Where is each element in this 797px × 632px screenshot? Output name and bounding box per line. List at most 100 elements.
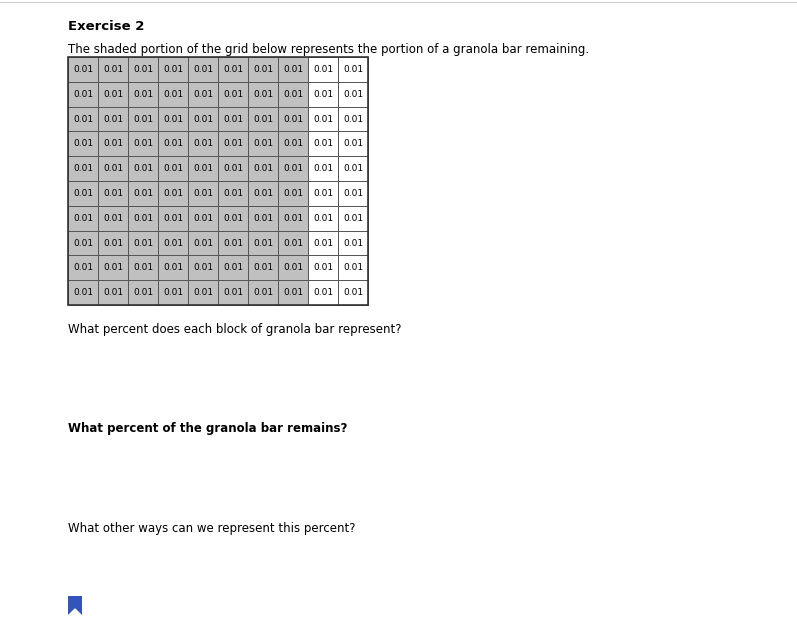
Text: 0.01: 0.01 bbox=[253, 114, 273, 123]
Text: 0.01: 0.01 bbox=[223, 164, 243, 173]
Text: 0.01: 0.01 bbox=[253, 139, 273, 149]
Bar bbox=[278, 107, 308, 131]
Bar bbox=[248, 280, 278, 305]
Text: 0.01: 0.01 bbox=[253, 288, 273, 297]
Bar bbox=[218, 231, 248, 255]
Bar bbox=[188, 57, 218, 82]
Text: 0.01: 0.01 bbox=[343, 164, 363, 173]
Text: 0.01: 0.01 bbox=[343, 90, 363, 99]
Bar bbox=[278, 57, 308, 82]
Bar bbox=[188, 255, 218, 280]
Bar bbox=[278, 156, 308, 181]
Text: 0.01: 0.01 bbox=[193, 214, 213, 222]
Text: 0.01: 0.01 bbox=[103, 238, 123, 248]
Text: 0.01: 0.01 bbox=[313, 114, 333, 123]
Bar bbox=[98, 57, 128, 82]
Text: 0.01: 0.01 bbox=[73, 264, 93, 272]
Bar bbox=[128, 131, 158, 156]
Bar bbox=[188, 131, 218, 156]
Text: 0.01: 0.01 bbox=[133, 90, 153, 99]
Bar bbox=[338, 107, 368, 131]
Bar bbox=[188, 206, 218, 231]
Bar bbox=[158, 206, 188, 231]
Bar bbox=[68, 82, 98, 107]
Text: 0.01: 0.01 bbox=[343, 114, 363, 123]
Bar bbox=[308, 255, 338, 280]
Text: 0.01: 0.01 bbox=[103, 65, 123, 74]
Text: 0.01: 0.01 bbox=[223, 288, 243, 297]
Text: 0.01: 0.01 bbox=[253, 65, 273, 74]
Text: 0.01: 0.01 bbox=[283, 164, 303, 173]
Bar bbox=[158, 156, 188, 181]
Text: 0.01: 0.01 bbox=[163, 214, 183, 222]
Text: 0.01: 0.01 bbox=[343, 214, 363, 222]
Text: 0.01: 0.01 bbox=[283, 65, 303, 74]
Bar bbox=[218, 82, 248, 107]
Bar bbox=[68, 231, 98, 255]
Bar bbox=[278, 206, 308, 231]
Text: 0.01: 0.01 bbox=[193, 189, 213, 198]
Bar bbox=[98, 107, 128, 131]
Bar bbox=[98, 156, 128, 181]
Bar bbox=[68, 181, 98, 206]
Polygon shape bbox=[68, 609, 82, 616]
Text: 0.01: 0.01 bbox=[133, 65, 153, 74]
Text: 0.01: 0.01 bbox=[163, 139, 183, 149]
Bar bbox=[278, 82, 308, 107]
Text: 0.01: 0.01 bbox=[343, 139, 363, 149]
Text: 0.01: 0.01 bbox=[253, 90, 273, 99]
Bar bbox=[128, 156, 158, 181]
Bar bbox=[158, 231, 188, 255]
Text: 0.01: 0.01 bbox=[253, 264, 273, 272]
Text: 0.01: 0.01 bbox=[133, 288, 153, 297]
Bar bbox=[338, 181, 368, 206]
Text: 0.01: 0.01 bbox=[193, 139, 213, 149]
Bar bbox=[128, 181, 158, 206]
Bar bbox=[308, 206, 338, 231]
Bar bbox=[68, 596, 82, 616]
Text: 0.01: 0.01 bbox=[133, 189, 153, 198]
Bar bbox=[98, 280, 128, 305]
Bar bbox=[68, 206, 98, 231]
Bar bbox=[308, 131, 338, 156]
Bar bbox=[338, 57, 368, 82]
Text: 0.01: 0.01 bbox=[163, 164, 183, 173]
Text: 0.01: 0.01 bbox=[133, 114, 153, 123]
Bar bbox=[158, 181, 188, 206]
Text: 0.01: 0.01 bbox=[133, 214, 153, 222]
Bar bbox=[98, 206, 128, 231]
Text: 0.01: 0.01 bbox=[313, 139, 333, 149]
Bar bbox=[218, 156, 248, 181]
Bar bbox=[128, 231, 158, 255]
Bar bbox=[158, 280, 188, 305]
Text: 0.01: 0.01 bbox=[103, 139, 123, 149]
Text: 0.01: 0.01 bbox=[343, 65, 363, 74]
Bar bbox=[308, 82, 338, 107]
Bar bbox=[278, 280, 308, 305]
Text: The shaded portion of the grid below represents the portion of a granola bar rem: The shaded portion of the grid below rep… bbox=[68, 43, 589, 56]
Text: What percent of the granola bar remains?: What percent of the granola bar remains? bbox=[68, 422, 347, 435]
Text: 0.01: 0.01 bbox=[313, 90, 333, 99]
Bar bbox=[278, 131, 308, 156]
Bar bbox=[248, 107, 278, 131]
Bar bbox=[188, 82, 218, 107]
Bar bbox=[248, 181, 278, 206]
Bar bbox=[158, 107, 188, 131]
Text: 0.01: 0.01 bbox=[253, 238, 273, 248]
Bar bbox=[98, 131, 128, 156]
Bar bbox=[338, 156, 368, 181]
Text: 0.01: 0.01 bbox=[343, 288, 363, 297]
Text: 0.01: 0.01 bbox=[223, 264, 243, 272]
Bar bbox=[248, 131, 278, 156]
Bar bbox=[338, 131, 368, 156]
Bar bbox=[158, 57, 188, 82]
Text: 0.01: 0.01 bbox=[163, 90, 183, 99]
Bar bbox=[248, 231, 278, 255]
Text: 0.01: 0.01 bbox=[73, 90, 93, 99]
Text: 0.01: 0.01 bbox=[163, 189, 183, 198]
Bar bbox=[98, 255, 128, 280]
Text: 0.01: 0.01 bbox=[223, 189, 243, 198]
Text: 0.01: 0.01 bbox=[133, 264, 153, 272]
Bar bbox=[218, 181, 248, 206]
Bar bbox=[338, 206, 368, 231]
